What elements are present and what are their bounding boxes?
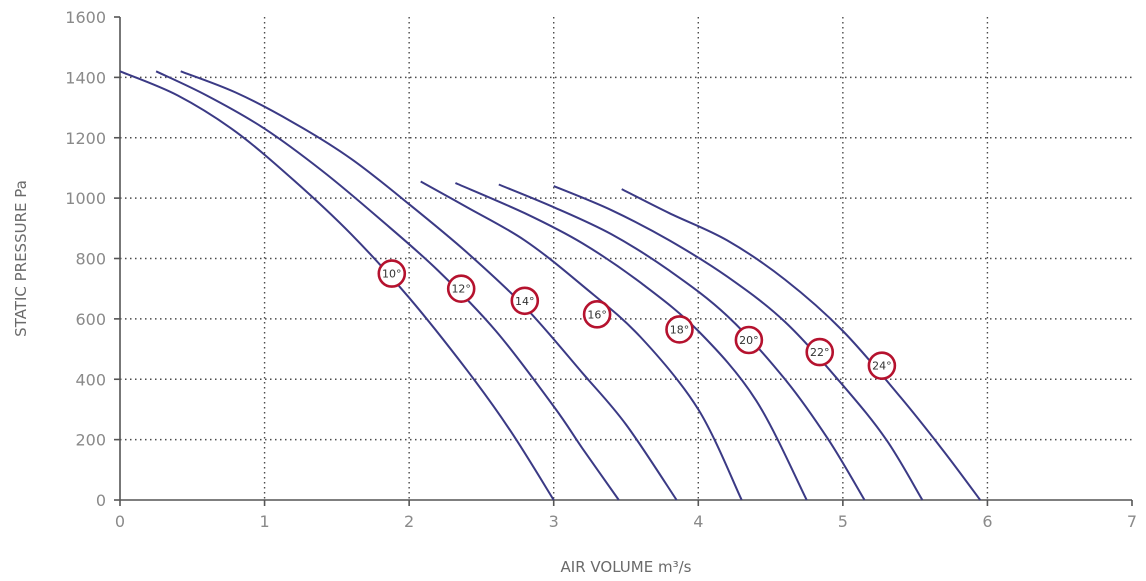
curve-14deg (180, 70, 678, 501)
curve-18deg (454, 182, 808, 501)
blade-angle-labels: 10° 12° 14° 16° 18° 20° 22° 24° (377, 259, 897, 380)
curve-10deg (119, 70, 555, 501)
x-tick-label: 1 (259, 512, 269, 531)
y-tick-label: 800 (75, 250, 106, 269)
x-tick-label: 5 (838, 512, 848, 531)
x-tick-label: 0 (115, 512, 125, 531)
curve-22deg (553, 185, 924, 501)
y-tick-label: 200 (75, 431, 106, 450)
curve-20deg (498, 183, 866, 501)
grid-lines (120, 17, 1132, 500)
badge-circle (867, 351, 897, 380)
fan-curves (119, 70, 982, 501)
curve-12deg (155, 70, 620, 501)
badge-circle (582, 300, 612, 329)
y-axis-label: STATIC PRESSURE Pa (12, 180, 30, 337)
badge-circle (377, 259, 407, 288)
badge-label: 10° (382, 268, 402, 281)
x-tick-label: 2 (404, 512, 414, 531)
badge-label: 22° (810, 346, 830, 359)
y-tick-label: 1400 (65, 68, 106, 87)
angle-badge-20deg: 20° (734, 325, 764, 355)
badge-circle (805, 337, 835, 367)
y-tick-label: 400 (75, 370, 106, 389)
badge-circle (510, 286, 540, 316)
curve-16deg (420, 180, 743, 501)
tick-labels: 0 1 2 3 4 5 6 7 0 200 400 600 800 1000 1200 1400 1600 (65, 8, 1137, 531)
angle-badge-10deg: 10° (377, 259, 407, 288)
angle-badge-24deg: 24° (867, 351, 897, 380)
y-tick-label: 1200 (65, 129, 106, 148)
badge-label: 12° (451, 283, 471, 296)
badge-label: 20° (739, 334, 759, 347)
badge-label: 18° (670, 323, 690, 336)
y-tick-label: 1600 (65, 8, 106, 27)
badge-circle (446, 274, 476, 303)
badge-label: 24° (872, 360, 892, 373)
angle-badge-14deg: 14° (510, 286, 540, 316)
x-tick-label: 3 (549, 512, 559, 531)
x-axis-label: AIR VOLUME m³/s (561, 558, 692, 576)
x-tick-label: 6 (982, 512, 992, 531)
y-tick-label: 0 (96, 491, 106, 510)
angle-badge-22deg: 22° (805, 337, 835, 367)
x-tick-label: 7 (1127, 512, 1137, 531)
y-tick-label: 600 (75, 310, 106, 329)
badge-label: 14° (515, 295, 535, 308)
x-tick-label: 4 (693, 512, 703, 531)
angle-badge-12deg: 12° (446, 274, 476, 303)
badge-circle (665, 315, 694, 344)
y-tick-label: 1000 (65, 189, 106, 208)
angle-badge-16deg: 16° (582, 300, 612, 329)
axes (114, 16, 1133, 506)
angle-badge-18deg: 18° (665, 315, 694, 344)
curve-24deg (621, 188, 982, 501)
badge-label: 16° (587, 308, 607, 321)
badge-circle (734, 325, 764, 355)
